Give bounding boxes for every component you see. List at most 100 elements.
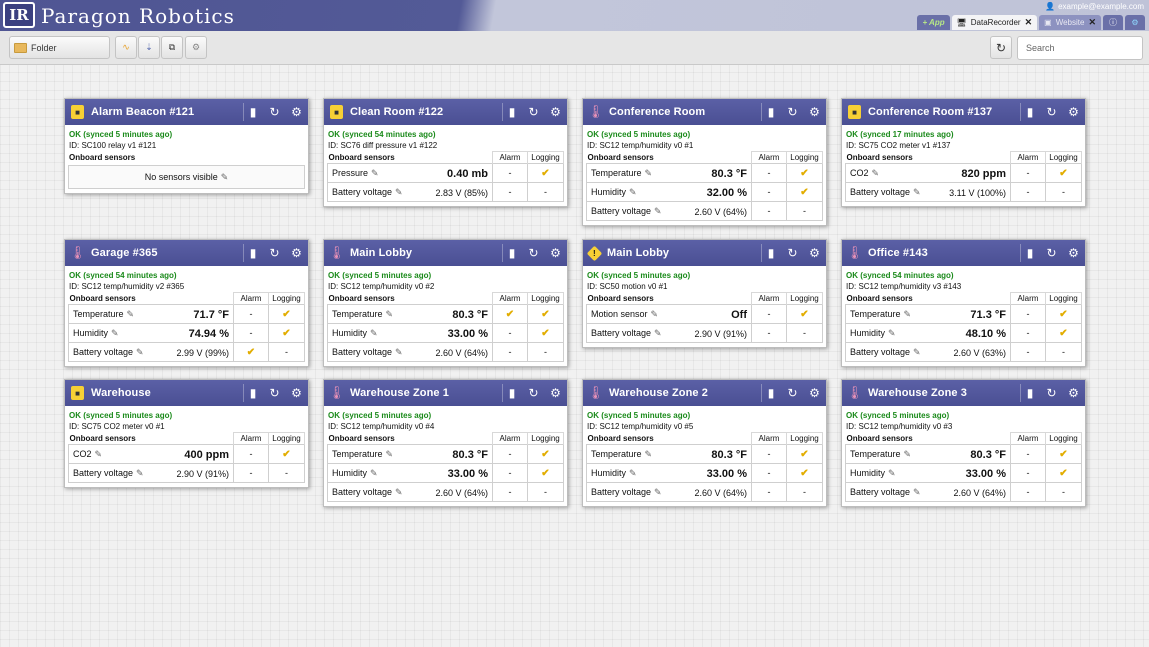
alarm-toggle[interactable]: - xyxy=(751,323,787,343)
card-header[interactable]: ■ Clean Room #122 ▮ ↻ ⚙ xyxy=(324,99,567,125)
refresh-icon[interactable]: ↻ xyxy=(528,246,539,260)
signal-icon[interactable]: ▮ xyxy=(761,103,780,121)
info-button[interactable]: ⓘ xyxy=(1103,15,1123,30)
logging-toggle[interactable]: ✔ xyxy=(786,463,823,483)
refresh-icon[interactable]: ↻ xyxy=(1046,246,1057,260)
close-icon[interactable]: ✕ xyxy=(1024,17,1033,27)
pencil-icon[interactable]: ✎ xyxy=(385,448,394,459)
card-header[interactable]: 🌡 Garage #365 ▮ ↻ ⚙ xyxy=(65,240,308,266)
gear-icon[interactable]: ⚙ xyxy=(550,105,561,119)
logging-toggle[interactable]: - xyxy=(786,201,823,221)
card-header[interactable]: 🌡 Conference Room ▮ ↻ ⚙ xyxy=(583,99,826,125)
signal-icon[interactable]: ▮ xyxy=(502,244,521,262)
gear-icon[interactable]: ⚙ xyxy=(809,105,820,119)
logging-toggle[interactable]: ✔ xyxy=(786,444,823,464)
alarm-toggle[interactable]: - xyxy=(1010,444,1046,464)
alarm-toggle[interactable]: - xyxy=(751,304,787,324)
alarm-toggle[interactable]: - xyxy=(233,323,269,343)
card-header[interactable]: ■ Conference Room #137 ▮ ↻ ⚙ xyxy=(842,99,1085,125)
alarm-toggle[interactable]: - xyxy=(751,163,787,183)
pencil-icon[interactable]: ✎ xyxy=(395,186,403,197)
alarm-toggle[interactable]: - xyxy=(1010,182,1046,202)
refresh-icon[interactable]: ↻ xyxy=(528,105,539,119)
signal-icon[interactable]: ▮ xyxy=(243,103,262,121)
alarm-toggle[interactable]: - xyxy=(492,323,528,343)
alarm-toggle[interactable]: - xyxy=(492,163,528,183)
alarm-toggle[interactable]: - xyxy=(1010,304,1046,324)
signal-icon[interactable]: ▮ xyxy=(243,244,262,262)
refresh-icon[interactable]: ↻ xyxy=(528,386,539,400)
signal-icon[interactable]: ▮ xyxy=(243,384,262,402)
gear-icon[interactable]: ⚙ xyxy=(809,386,820,400)
folder-button[interactable]: Folder xyxy=(9,36,110,59)
pencil-icon[interactable]: ✎ xyxy=(371,167,379,178)
signal-icon[interactable]: ▮ xyxy=(502,384,521,402)
card-header[interactable]: ! Main Lobby ▮ ↻ ⚙ xyxy=(583,240,826,266)
pencil-icon[interactable]: ✎ xyxy=(370,467,378,478)
toolbar-settings-button[interactable]: ⚙ xyxy=(185,36,207,59)
pencil-icon[interactable]: ✎ xyxy=(903,448,912,459)
pencil-icon[interactable]: ✎ xyxy=(136,346,144,357)
card-header[interactable]: 🌡 Main Lobby ▮ ↻ ⚙ xyxy=(324,240,567,266)
signal-icon[interactable]: ▮ xyxy=(1020,384,1039,402)
search-input[interactable] xyxy=(1017,36,1143,60)
logging-toggle[interactable]: - xyxy=(1045,482,1082,502)
refresh-icon[interactable]: ↻ xyxy=(787,105,798,119)
card-header[interactable]: 🌡 Office #143 ▮ ↻ ⚙ xyxy=(842,240,1085,266)
logging-toggle[interactable]: ✔ xyxy=(786,304,823,324)
tab-datarecorder[interactable]: 🖥 DataRecorder ✕ xyxy=(951,15,1038,30)
pencil-icon[interactable]: ✎ xyxy=(654,486,662,497)
card-header[interactable]: ■ Warehouse ▮ ↻ ⚙ xyxy=(65,380,308,406)
alarm-toggle[interactable]: - xyxy=(492,182,528,202)
logging-toggle[interactable]: ✔ xyxy=(1045,444,1082,464)
logging-toggle[interactable]: ✔ xyxy=(268,323,305,343)
logging-toggle[interactable]: ✔ xyxy=(268,304,305,324)
pencil-icon[interactable]: ✎ xyxy=(395,346,403,357)
alarm-toggle[interactable]: - xyxy=(1010,323,1046,343)
pencil-icon[interactable]: ✎ xyxy=(136,467,144,478)
pencil-icon[interactable]: ✎ xyxy=(385,308,394,319)
pencil-icon[interactable]: ✎ xyxy=(220,172,229,182)
signal-icon[interactable]: ▮ xyxy=(1020,103,1039,121)
alarm-toggle[interactable]: - xyxy=(751,463,787,483)
chart-button[interactable]: ∿ xyxy=(115,36,137,59)
logging-toggle[interactable]: - xyxy=(1045,342,1082,362)
alarm-toggle[interactable]: ✔ xyxy=(492,304,528,324)
logging-toggle[interactable]: - xyxy=(268,463,305,483)
card-header[interactable]: 🌡 Warehouse Zone 2 ▮ ↻ ⚙ xyxy=(583,380,826,406)
logging-toggle[interactable]: ✔ xyxy=(1045,323,1082,343)
signal-icon[interactable]: ▮ xyxy=(761,384,780,402)
gear-icon[interactable]: ⚙ xyxy=(809,246,820,260)
logging-toggle[interactable]: - xyxy=(1045,182,1082,202)
pencil-icon[interactable]: ✎ xyxy=(629,186,637,197)
alarm-toggle[interactable]: - xyxy=(1010,463,1046,483)
pencil-icon[interactable]: ✎ xyxy=(644,448,653,459)
logging-toggle[interactable]: - xyxy=(527,342,564,362)
pencil-icon[interactable]: ✎ xyxy=(650,308,659,319)
refresh-icon[interactable]: ↻ xyxy=(787,246,798,260)
settings-button[interactable]: ⚙ xyxy=(1125,15,1145,30)
pencil-icon[interactable]: ✎ xyxy=(871,167,880,178)
pencil-icon[interactable]: ✎ xyxy=(654,327,662,338)
refresh-button[interactable]: ↻ xyxy=(990,36,1012,59)
gear-icon[interactable]: ⚙ xyxy=(550,246,561,260)
refresh-icon[interactable]: ↻ xyxy=(1046,105,1057,119)
gear-icon[interactable]: ⚙ xyxy=(291,246,302,260)
alarm-toggle[interactable]: ✔ xyxy=(233,342,269,362)
pencil-icon[interactable]: ✎ xyxy=(913,346,921,357)
logging-toggle[interactable]: ✔ xyxy=(786,182,823,202)
card-header[interactable]: 🌡 Warehouse Zone 1 ▮ ↻ ⚙ xyxy=(324,380,567,406)
download-button[interactable]: ⇣ xyxy=(138,36,160,59)
alarm-toggle[interactable]: - xyxy=(492,444,528,464)
gear-icon[interactable]: ⚙ xyxy=(291,105,302,119)
user-account[interactable]: 👤 example@example.com xyxy=(1042,2,1144,11)
alarm-toggle[interactable]: - xyxy=(1010,482,1046,502)
pencil-icon[interactable]: ✎ xyxy=(111,327,119,338)
copy-button[interactable]: ⧉ xyxy=(161,36,183,59)
logging-toggle[interactable]: ✔ xyxy=(527,304,564,324)
signal-icon[interactable]: ▮ xyxy=(502,103,521,121)
card-header[interactable]: 🌡 Warehouse Zone 3 ▮ ↻ ⚙ xyxy=(842,380,1085,406)
gear-icon[interactable]: ⚙ xyxy=(291,386,302,400)
logging-toggle[interactable]: ✔ xyxy=(1045,463,1082,483)
logging-toggle[interactable]: ✔ xyxy=(527,323,564,343)
